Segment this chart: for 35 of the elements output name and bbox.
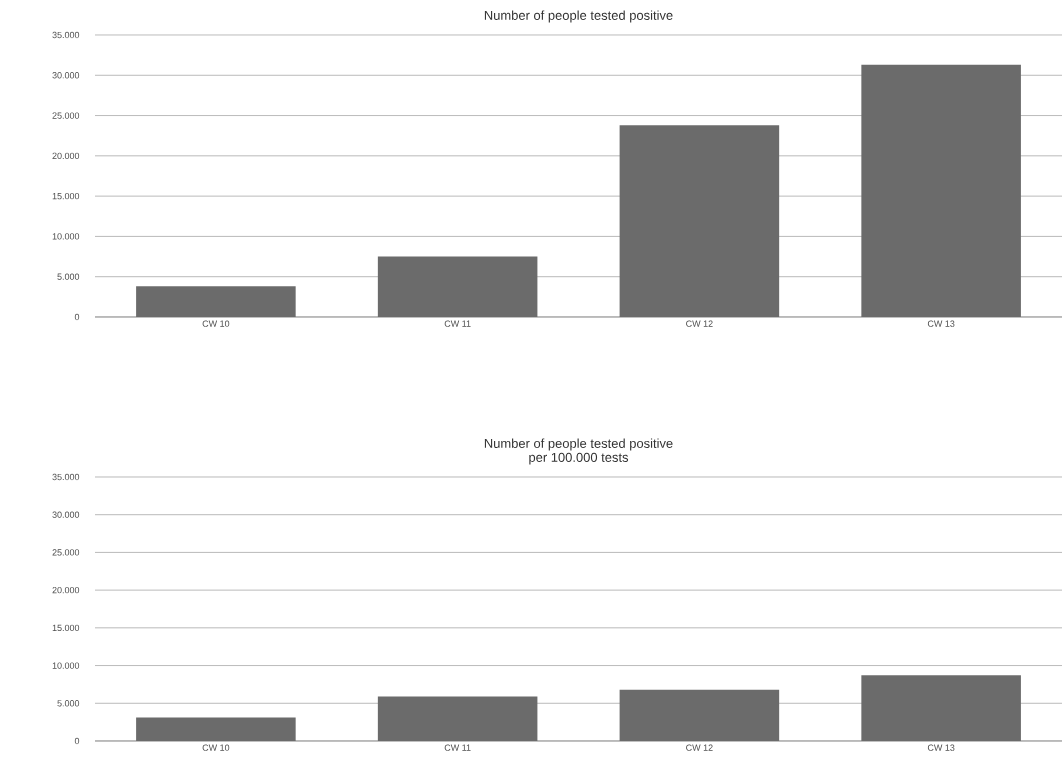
bar bbox=[377, 696, 538, 741]
y-tick-label: 30.000 bbox=[52, 511, 80, 518]
y-tick-label: 25.000 bbox=[52, 112, 80, 119]
y-tick-label: 0 bbox=[74, 737, 80, 745]
chart-title: Number of people tested positive bbox=[484, 10, 673, 23]
y-tick-label: 5.000 bbox=[57, 700, 80, 707]
y-tick-label: 30.000 bbox=[52, 72, 80, 79]
x-tick-label: CW 12 bbox=[686, 744, 713, 751]
x-tick-label: CW 10 bbox=[202, 744, 230, 751]
bar bbox=[619, 125, 780, 317]
y-tick-label: 20.000 bbox=[52, 586, 80, 594]
x-tick-label: CW 10 bbox=[202, 320, 230, 327]
y-tick-label: 0 bbox=[74, 313, 80, 321]
x-tick-label: CW 11 bbox=[444, 320, 471, 327]
chart-subtitle: per 100.000 tests bbox=[529, 452, 629, 465]
chart-title: Number of people tested positive bbox=[484, 438, 673, 451]
bar bbox=[136, 717, 296, 741]
y-tick-label: 35.000 bbox=[52, 31, 80, 39]
bar bbox=[619, 689, 780, 741]
bar bbox=[861, 675, 1021, 741]
x-tick-label: CW 13 bbox=[927, 744, 955, 751]
y-tick-label: 10.000 bbox=[52, 233, 80, 240]
y-tick-label: 15.000 bbox=[52, 192, 80, 200]
x-tick-label: CW 12 bbox=[686, 320, 713, 327]
x-tick-label: CW 11 bbox=[444, 744, 471, 751]
bar bbox=[136, 286, 296, 317]
bar bbox=[377, 256, 538, 317]
y-tick-label: 25.000 bbox=[52, 549, 80, 556]
y-tick-label: 20.000 bbox=[52, 152, 80, 160]
bar bbox=[861, 64, 1021, 317]
y-tick-label: 5.000 bbox=[57, 273, 80, 280]
y-tick-label: 10.000 bbox=[52, 662, 80, 669]
y-tick-label: 15.000 bbox=[52, 624, 80, 632]
x-tick-label: CW 13 bbox=[927, 320, 955, 327]
y-tick-label: 35.000 bbox=[52, 473, 80, 481]
